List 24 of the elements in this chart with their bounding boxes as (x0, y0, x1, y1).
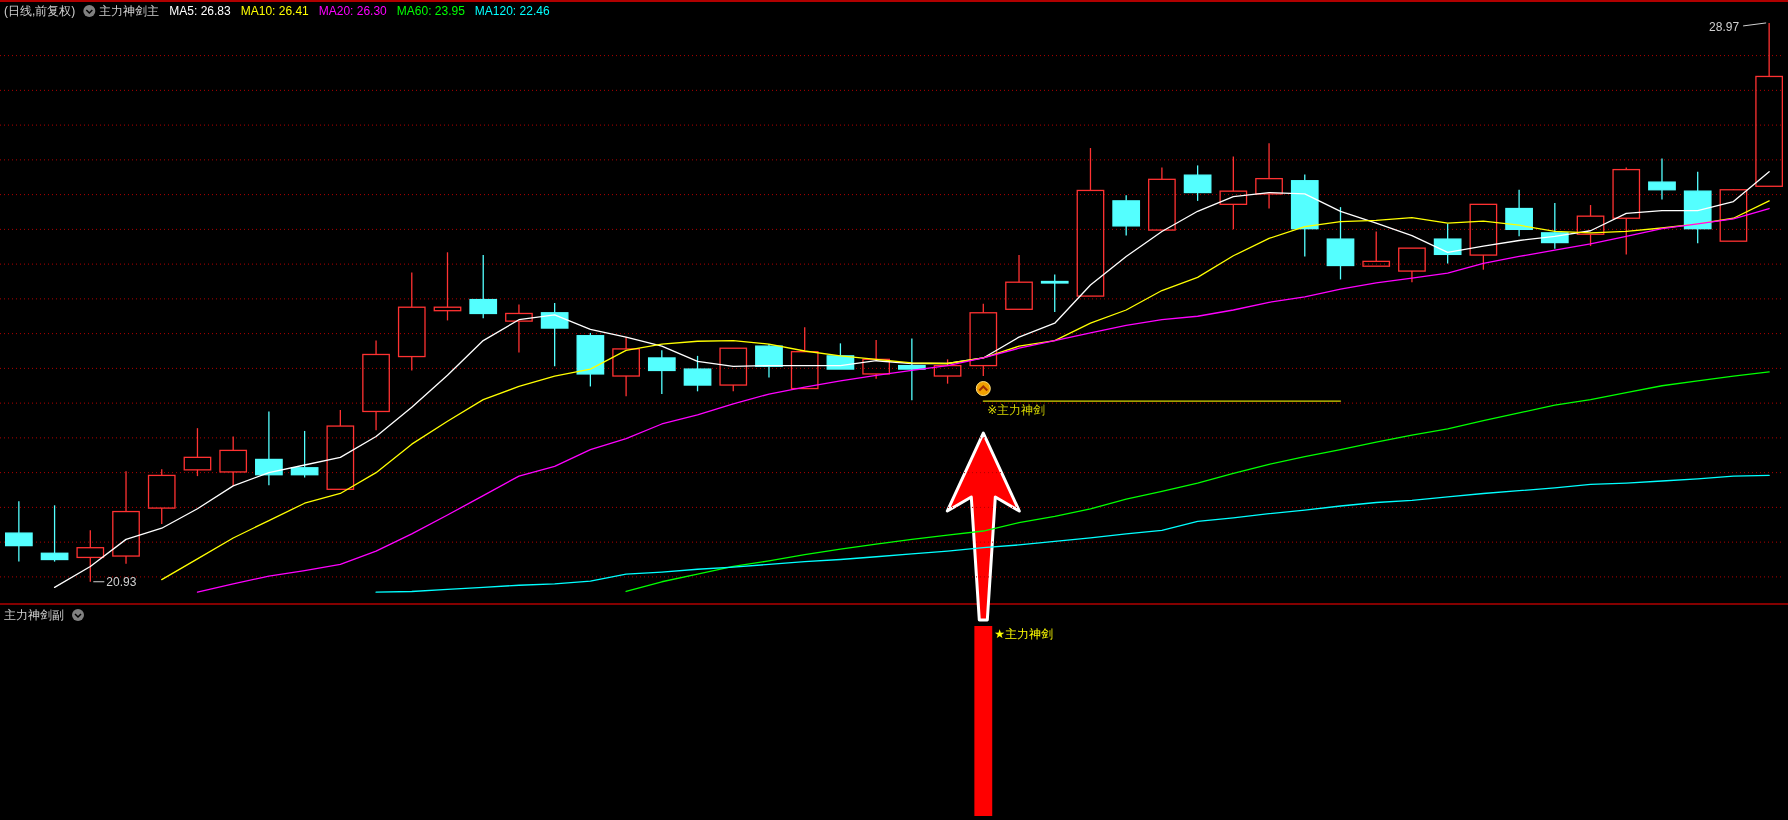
candlestick (505, 303, 533, 354)
annotation: ★主力神剑 (994, 627, 1053, 641)
text: MA5: 26.83 (169, 4, 232, 18)
candlestick (862, 339, 891, 380)
candlestick (4, 500, 33, 563)
candlestick (1505, 189, 1533, 237)
chart-title: 主力神剑副 (4, 608, 64, 622)
candlestick (897, 337, 926, 401)
candlestick (1255, 142, 1283, 210)
text: MA60: 23.95 (396, 4, 466, 18)
candlestick (612, 336, 640, 397)
chart-title: (日线,前复权) (4, 4, 76, 18)
text: MA10: 26.41 (240, 4, 310, 18)
chart-subtitle: 主力神剑主 (99, 4, 160, 18)
annotation: 28.97 (1709, 19, 1740, 34)
annotation: 20.93 (106, 574, 137, 589)
candlestick (362, 339, 390, 431)
candlestick (1648, 157, 1676, 201)
candlestick (1219, 155, 1248, 231)
text: MA120: 22.46 (474, 4, 550, 18)
candlestick (112, 470, 140, 565)
text: MA20: 26.30 (318, 4, 388, 18)
candlestick (255, 410, 283, 486)
series-label: ※主力神剑 (987, 403, 1046, 418)
